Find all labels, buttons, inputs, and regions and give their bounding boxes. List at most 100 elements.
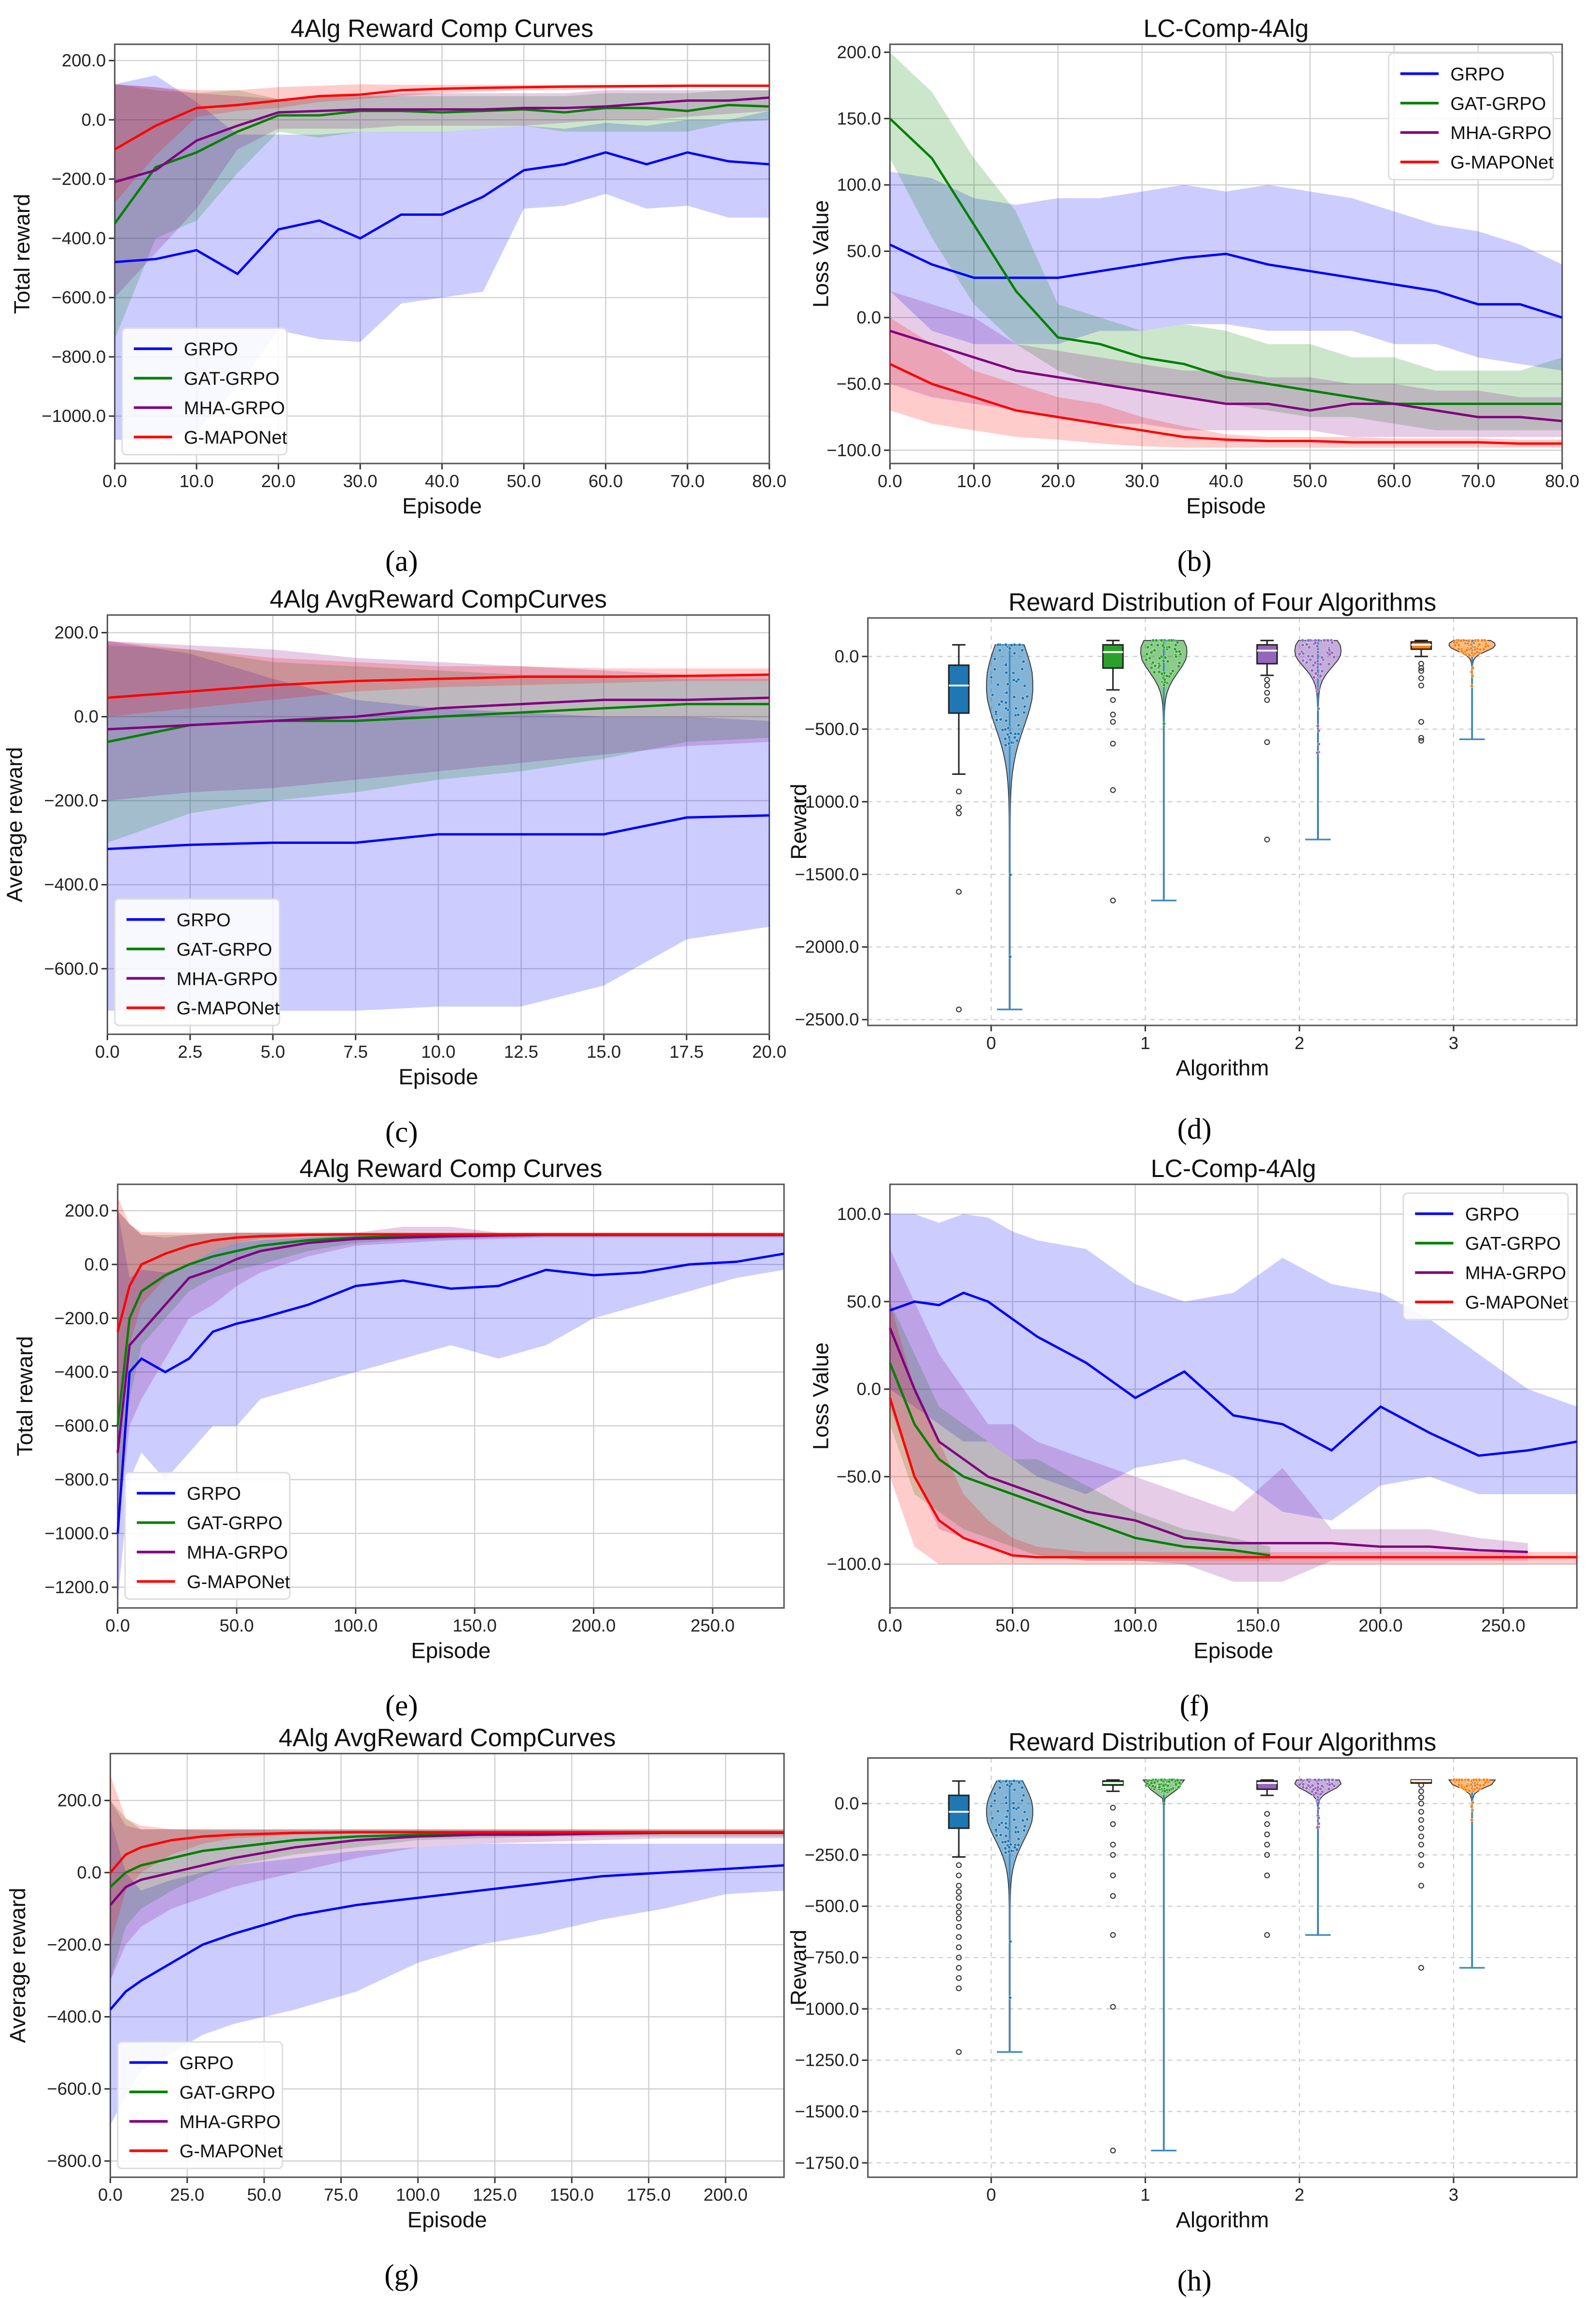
x-axis-label: Algorithm xyxy=(1176,1056,1269,1080)
y-tick-label: −100.0 xyxy=(826,1554,881,1574)
sample-point xyxy=(1316,687,1320,691)
sample-point xyxy=(1158,656,1162,660)
x-tick-label: 2 xyxy=(1295,1033,1304,1053)
sample-point xyxy=(1006,726,1010,730)
series-line-grpo xyxy=(109,1864,784,2011)
sample-point xyxy=(1003,1846,1008,1850)
sample-point xyxy=(1316,724,1320,728)
sample-point xyxy=(1176,641,1179,645)
sample-point xyxy=(1319,1792,1323,1796)
sample-point xyxy=(997,1779,1001,1783)
sample-point xyxy=(1025,695,1029,699)
sample-point xyxy=(1020,1798,1024,1803)
y-tick-label: −250.0 xyxy=(805,1845,859,1864)
sample-point xyxy=(1004,701,1008,704)
y-tick-label: −500.0 xyxy=(805,1896,859,1916)
sample-point xyxy=(1012,651,1017,655)
x-tick-label: 0 xyxy=(986,2185,996,2205)
confidence-band-mha-grpo xyxy=(117,1210,784,1534)
sample-point xyxy=(1316,665,1320,669)
legend-label: MHA-GRPO xyxy=(1465,1263,1566,1284)
outlier-point xyxy=(1418,1883,1424,1889)
sample-point xyxy=(1301,1785,1305,1789)
legend-box xyxy=(1402,1192,1569,1320)
legend-label: GAT-GRPO xyxy=(1450,94,1546,114)
legend-label: GRPO xyxy=(1465,1205,1519,1225)
outlier-point xyxy=(956,2049,962,2055)
confidence-band-grpo xyxy=(890,1214,1577,1521)
sample-point xyxy=(1004,663,1008,667)
sample-point xyxy=(1477,643,1482,646)
legend-box xyxy=(1387,52,1554,181)
sample-point xyxy=(1149,1781,1153,1785)
sample-point xyxy=(1301,652,1305,656)
legend: GRPO GAT-GRPO MHA-GRPO G-MAPONet xyxy=(1387,52,1554,181)
sample-point xyxy=(1154,639,1158,643)
outlier-point xyxy=(1264,739,1270,745)
sample-point xyxy=(1327,662,1331,666)
outlier-point xyxy=(956,1975,962,1981)
sample-point xyxy=(1472,1788,1477,1792)
sample-point xyxy=(1152,670,1156,674)
legend-label: MHA-GRPO xyxy=(180,2112,280,2132)
sample-point xyxy=(1311,1783,1315,1788)
sample-point xyxy=(996,1809,1000,1813)
sample-point xyxy=(994,1834,999,1837)
outlier-point xyxy=(1418,735,1424,741)
sample-point xyxy=(1306,654,1310,658)
legend: GRPO GAT-GRPO MHA-GRPO G-MAPONet xyxy=(1402,1192,1569,1320)
sample-point xyxy=(1316,1806,1320,1810)
sample-point xyxy=(1452,1778,1456,1782)
y-tick-label: 50.0 xyxy=(847,1291,881,1311)
y-tick-label: −1000.0 xyxy=(44,1524,109,1543)
confidence-band-gat-grpo xyxy=(107,645,770,843)
sample-point xyxy=(1004,719,1008,723)
sample-point xyxy=(1020,648,1024,652)
sample-point xyxy=(1318,662,1322,666)
confidence-band-mha-grpo xyxy=(890,291,1562,437)
y-tick-label: 0.0 xyxy=(856,1379,881,1399)
x-tick-label: 60.0 xyxy=(1377,471,1411,491)
y-tick-label: −100.0 xyxy=(826,440,881,460)
sample-point xyxy=(1012,1818,1016,1822)
x-axis-label: Episode xyxy=(1193,1638,1273,1663)
algorithm-group-2 xyxy=(1256,639,1342,842)
confidence-band-grpo xyxy=(117,1210,784,1601)
sample-point xyxy=(1301,1782,1305,1786)
sample-point xyxy=(1000,700,1004,703)
sample-point xyxy=(1301,659,1305,662)
outlier-point xyxy=(1110,712,1116,718)
sample-point xyxy=(1158,664,1162,668)
outlier-point xyxy=(1110,697,1116,703)
x-tick-label: 30.0 xyxy=(1125,471,1159,491)
sample-point xyxy=(1316,1788,1320,1792)
x-tick-label: 40.0 xyxy=(425,471,459,491)
sample-point xyxy=(1327,648,1331,652)
algorithm-group-1 xyxy=(1102,1778,1186,2154)
sample-point xyxy=(1008,955,1012,959)
sample-point xyxy=(1015,739,1019,743)
outlier-point xyxy=(1110,1805,1116,1811)
legend-label: GAT-GRPO xyxy=(177,939,272,960)
chart-title: 4Alg Reward Comp Curves xyxy=(299,1154,602,1182)
chart-panel-b: 200.0 150.0 100.0 50.0 0.0 −50.0 −100.0 0.0 10.0… xyxy=(808,14,1579,577)
y-tick-label: 0.0 xyxy=(835,646,859,666)
legend: GRPO GAT-GRPO MHA-GRPO G-MAPONet xyxy=(121,327,288,456)
plot-frame xyxy=(114,43,770,464)
sample-point xyxy=(1316,1825,1319,1830)
sample-point xyxy=(993,1792,997,1795)
sample-point xyxy=(1465,1784,1469,1788)
sample-point xyxy=(1459,649,1464,653)
x-tick-label: 20.0 xyxy=(261,471,295,491)
sample-point xyxy=(1021,696,1025,700)
sample-point xyxy=(1316,1798,1320,1802)
sample-point xyxy=(1311,663,1316,667)
chart-panel-c: 200.0 0.0 −200.0 −400.0 −600.0 0.0 2.5 5.0 7.5 10… xyxy=(2,585,786,1149)
sample-point xyxy=(1149,643,1154,647)
y-tick-label: 200.0 xyxy=(57,1791,101,1810)
y-tick-label: −1000.0 xyxy=(795,1999,859,2018)
sample-point xyxy=(1009,643,1013,647)
series-line-g-maponet xyxy=(116,1233,784,1332)
x-tick-label: 80.0 xyxy=(1545,471,1579,491)
sample-point xyxy=(1177,661,1181,665)
